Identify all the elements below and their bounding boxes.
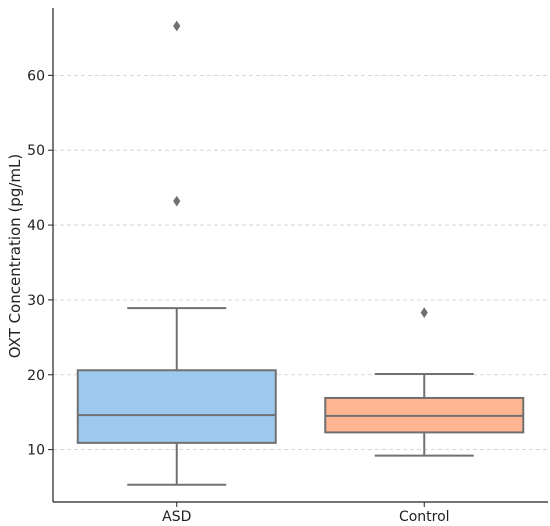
y-ticks: 10 20 30 40 50 60 <box>27 68 53 459</box>
axes <box>52 8 548 503</box>
outlier-point-0 <box>173 195 181 207</box>
gridlines <box>53 74 548 451</box>
outlier-point-1 <box>173 20 181 32</box>
box-iqr <box>76 369 277 444</box>
box-asd <box>76 20 277 486</box>
y-axis-label: OXT Concentration (pg/mL) <box>6 154 24 358</box>
outlier-point-0 <box>420 307 428 319</box>
x-tick-label-asd: ASD <box>162 509 191 525</box>
y-tick-label-60: 60 <box>27 68 45 84</box>
x-tick-label-control: Control <box>399 509 450 525</box>
y-tick-label-50: 50 <box>27 143 45 159</box>
y-tick-label-30: 30 <box>27 293 45 309</box>
boxes <box>76 20 525 486</box>
y-tick-label-10: 10 <box>27 443 45 459</box>
y-tick-label-20: 20 <box>27 368 45 384</box>
box-control <box>324 307 525 457</box>
x-ticks: ASD Control <box>162 502 450 525</box>
y-tick-label-40: 40 <box>27 218 45 234</box>
